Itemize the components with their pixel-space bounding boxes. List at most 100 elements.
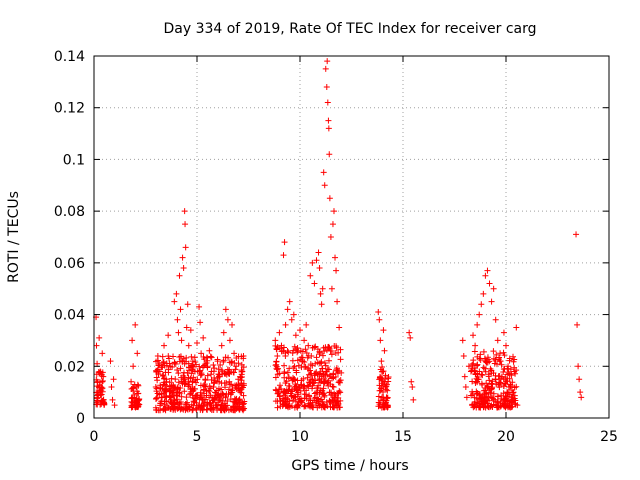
data-point	[303, 321, 310, 328]
data-point	[235, 376, 242, 383]
data-point	[469, 378, 476, 385]
data-point	[274, 371, 281, 378]
data-point	[204, 363, 211, 370]
data-point	[178, 337, 185, 344]
data-point	[184, 301, 191, 308]
y-tick-label: 0.04	[54, 308, 85, 324]
data-point	[100, 400, 107, 407]
data-point	[309, 344, 316, 351]
data-point	[507, 382, 514, 389]
data-point	[406, 329, 413, 336]
data-point	[484, 267, 491, 274]
data-point	[189, 363, 196, 370]
data-point	[305, 364, 312, 371]
data-point	[381, 347, 388, 354]
data-point	[409, 383, 416, 390]
data-point	[183, 394, 190, 401]
data-point	[478, 371, 485, 378]
data-point	[289, 397, 296, 404]
data-point	[505, 389, 512, 396]
data-point	[206, 394, 213, 401]
data-point	[463, 394, 470, 401]
data-point	[204, 372, 211, 379]
data-point	[110, 376, 117, 383]
data-point	[235, 360, 242, 367]
data-point	[177, 306, 184, 313]
data-point	[320, 169, 327, 176]
data-point	[309, 382, 316, 389]
data-point	[230, 369, 237, 376]
data-point	[382, 372, 389, 379]
data-point	[180, 265, 187, 272]
data-point	[100, 373, 107, 380]
data-point	[324, 99, 331, 106]
data-point	[134, 350, 141, 357]
data-point	[482, 272, 489, 279]
data-point	[130, 384, 137, 391]
data-point	[476, 311, 483, 318]
data-point	[301, 391, 308, 398]
data-point	[316, 265, 323, 272]
data-point	[323, 368, 330, 375]
data-point	[480, 404, 487, 411]
data-point	[488, 402, 495, 409]
data-point	[322, 65, 329, 72]
data-point	[132, 321, 139, 328]
data-point	[232, 366, 239, 373]
data-point	[505, 370, 512, 377]
data-point	[226, 359, 233, 366]
data-point	[303, 350, 310, 357]
data-point	[182, 244, 189, 251]
data-point	[176, 272, 183, 279]
data-point	[231, 404, 238, 411]
data-point	[213, 402, 220, 409]
data-point	[218, 386, 225, 393]
data-point	[480, 290, 487, 297]
data-point	[280, 252, 287, 259]
data-point	[479, 372, 486, 379]
data-point	[184, 405, 191, 412]
x-axis-label: GPS time / hours	[291, 458, 408, 474]
data-point	[384, 402, 391, 409]
data-point	[488, 298, 495, 305]
data-point	[99, 385, 106, 392]
data-point	[492, 376, 499, 383]
data-point	[238, 371, 245, 378]
data-point	[490, 390, 497, 397]
data-point	[480, 387, 487, 394]
y-tick-label: 0.12	[54, 101, 85, 117]
data-point	[286, 398, 293, 405]
data-point	[324, 371, 331, 378]
plot-area-frame	[93, 55, 610, 419]
data-point	[325, 117, 332, 124]
data-point	[165, 404, 172, 411]
data-point	[330, 208, 337, 215]
data-point	[181, 388, 188, 395]
data-point	[181, 369, 188, 376]
data-point	[319, 387, 326, 394]
data-point	[484, 397, 491, 404]
data-point	[192, 376, 199, 383]
data-point	[128, 398, 135, 405]
data-point	[511, 356, 518, 363]
data-point	[202, 376, 209, 383]
data-point	[206, 383, 213, 390]
data-point	[210, 407, 217, 414]
data-point	[307, 272, 314, 279]
data-point	[212, 394, 219, 401]
data-point	[168, 382, 175, 389]
data-point	[320, 379, 327, 386]
data-point	[510, 353, 517, 360]
data-point	[165, 369, 172, 376]
data-point	[166, 379, 173, 386]
y-tick-label: 0	[76, 411, 85, 427]
data-point	[166, 355, 173, 362]
data-point	[500, 329, 507, 336]
data-point	[240, 392, 247, 399]
data-point	[191, 368, 198, 375]
data-point	[165, 332, 172, 339]
data-point	[326, 398, 333, 405]
data-point	[497, 380, 504, 387]
data-point	[274, 352, 281, 359]
data-point	[278, 342, 285, 349]
